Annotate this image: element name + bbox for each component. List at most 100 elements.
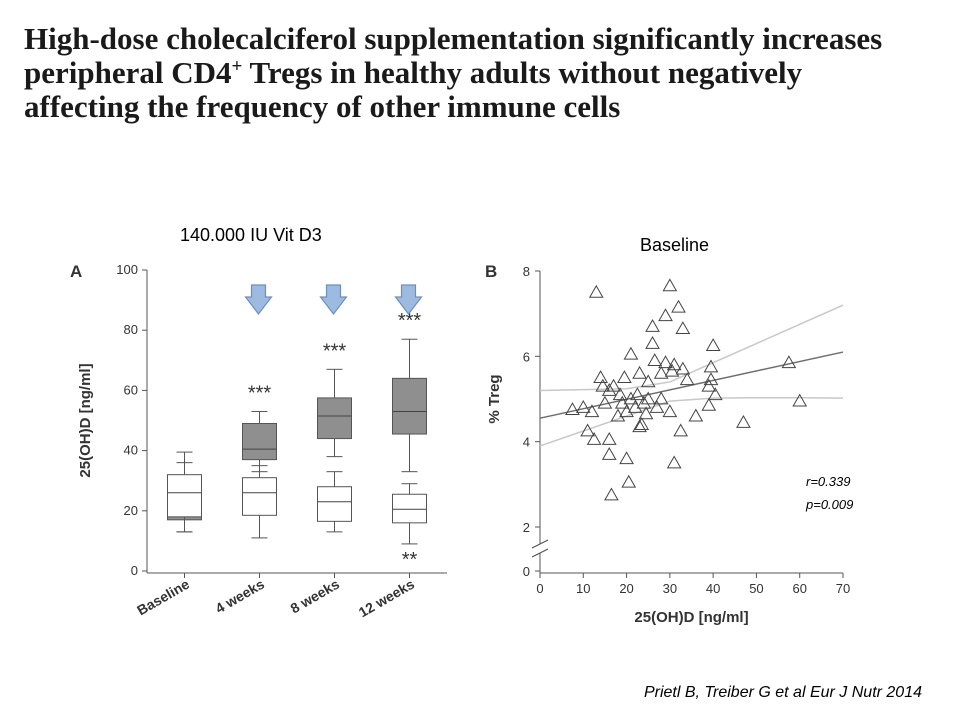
y-tick-label: 2 [523, 520, 530, 535]
scatter-point [649, 400, 665, 413]
title-superscript: + [231, 56, 243, 77]
baseline-label: Baseline [640, 235, 710, 255]
x-axis-label: 25(OH)D [ng/ml] [634, 609, 748, 626]
axis-break-mark [531, 539, 549, 549]
x-tick-label: 12 weeks [356, 576, 417, 621]
box-treated [317, 368, 352, 458]
box-iqr [392, 377, 427, 435]
box-control [392, 483, 427, 545]
box-iqr [242, 423, 277, 461]
box-iqr [242, 477, 277, 516]
title-line-1: High-dose cholecalciferol supplementatio… [24, 21, 883, 56]
scatter-point [707, 387, 723, 401]
scatter-point [653, 365, 669, 379]
scatter-point [630, 387, 645, 401]
scatter-point [621, 474, 637, 488]
scatter-point [588, 284, 604, 298]
significance-label: *** [398, 310, 422, 332]
y-tick-label: 0 [131, 563, 138, 578]
y-axis-label: % Treg [486, 374, 503, 423]
x-tick-label: 50 [749, 581, 763, 596]
scatter-point [601, 432, 617, 445]
x-tick-label: 4 weeks [212, 576, 267, 617]
x-tick-label: 20 [619, 581, 633, 596]
y-tick-label: 20 [124, 503, 138, 518]
x-tick-label: 8 weeks [287, 576, 342, 617]
y-axis-label: 25(OH)D [ng/ml] [77, 363, 94, 477]
scatter-point [703, 372, 719, 386]
scatter-point [638, 406, 654, 420]
dose-label: 140.000 IU Vit D3 [180, 225, 322, 245]
scatter-point [619, 451, 634, 465]
panel-label: B [485, 262, 497, 281]
scatter-point [617, 370, 632, 384]
scatter-point [658, 355, 673, 369]
scatter-point [703, 359, 719, 373]
significance-label: *** [323, 340, 347, 362]
title-line-2-start: peripheral CD4 [24, 55, 232, 90]
scatter-point [647, 353, 663, 366]
boxplot-chart: A 25(OH)D [ng/ml] 0 20 40 60 80 100 Baseline 4 we… [70, 262, 447, 621]
scatter-point [679, 372, 695, 386]
scatter-point [781, 355, 797, 369]
scatter-point [606, 378, 621, 392]
dose-arrow [394, 284, 423, 315]
scatter-point [645, 318, 660, 332]
scatter-point [675, 361, 691, 375]
stat-r-value: r=0.339 [806, 474, 851, 489]
scatter-point [792, 393, 808, 407]
scatter-point [640, 374, 656, 388]
scatter-point [688, 408, 704, 422]
dose-arrow [319, 284, 348, 315]
scatter-point [664, 363, 680, 377]
axis-break-mark [531, 548, 549, 558]
scatter-point [627, 400, 643, 413]
scatter-point [565, 402, 580, 416]
panel-label: A [70, 262, 82, 281]
scatter-point [601, 446, 617, 460]
y-tick-label: 4 [523, 435, 530, 450]
scatter-point [612, 387, 628, 401]
scatter-point [673, 423, 689, 437]
scatter-point [666, 357, 682, 371]
scatter-point [634, 417, 650, 430]
scatter-point [666, 455, 682, 469]
scatter-point [632, 419, 647, 433]
box-treated [392, 338, 427, 473]
box-iqr [317, 486, 352, 522]
box-iqr [392, 493, 427, 524]
y-tick-label: 6 [523, 349, 530, 364]
scatter-point [575, 400, 591, 413]
scatter-chart: B % Treg 25(OH)D [ng/ml] 0 2 4 6 8 0 10 20 30 40 50 60… [485, 262, 850, 626]
scatter-point [653, 391, 669, 405]
slide-title: High-dose cholecalciferol supplementatio… [24, 22, 944, 124]
scatter-point [640, 391, 656, 405]
scatter-point [593, 370, 608, 384]
y-tick-label: 40 [124, 443, 138, 458]
stat-p-value: p=0.009 [806, 497, 854, 512]
x-tick-label: 70 [836, 581, 850, 596]
x-tick-label: Baseline [134, 576, 192, 619]
scatter-point [645, 336, 660, 349]
scatter-point [623, 391, 639, 405]
scatter-point [623, 346, 639, 360]
box-control [317, 471, 352, 533]
scatter-point [580, 423, 595, 437]
box-control [167, 462, 202, 533]
scatter-point [701, 397, 717, 411]
box-iqr [317, 397, 352, 440]
x-tick-label: 10 [576, 581, 590, 596]
scatter-point [604, 487, 619, 501]
scatter-point [658, 308, 673, 322]
y-tick-label: 8 [523, 264, 530, 279]
scatter-point [597, 395, 613, 409]
scatter-point [671, 299, 686, 313]
title-line-2-end: Tregs in healthy adults without negative… [242, 55, 803, 90]
scatter-point [662, 278, 678, 292]
x-tick-label: 40 [706, 581, 720, 596]
scatter-point [736, 414, 751, 428]
citation: Prietl B, Treiber G et al Eur J Nutr 201… [643, 684, 922, 701]
significance-label: ** [402, 549, 418, 571]
confidence-band-upper [539, 304, 844, 392]
scatter-point [632, 365, 647, 379]
